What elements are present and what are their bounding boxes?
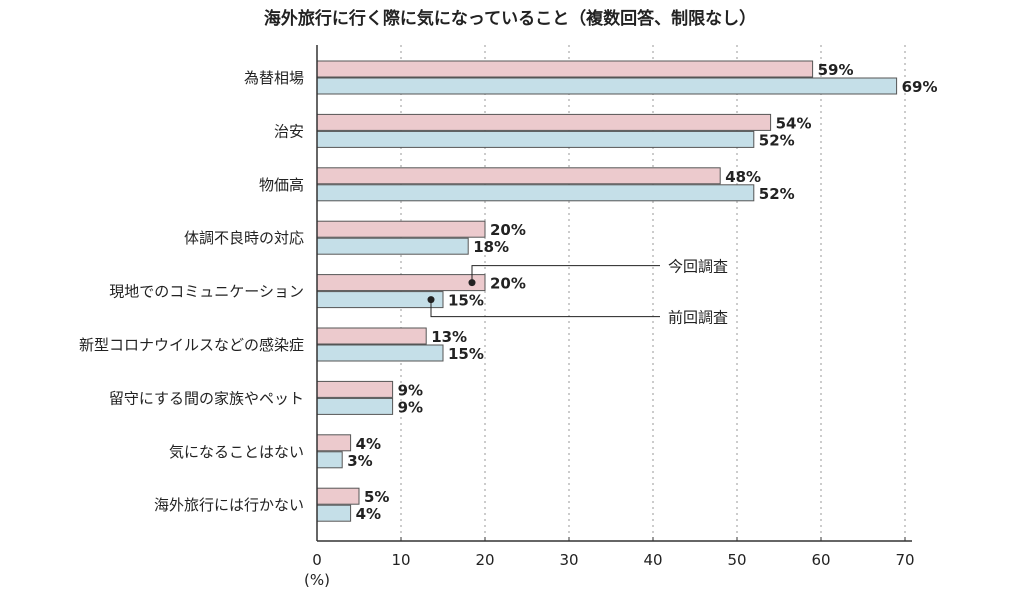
x-tick-label: 30	[559, 551, 578, 569]
bar	[316, 274, 486, 292]
bar	[316, 451, 343, 469]
legend-previous: 前回調査	[668, 309, 728, 327]
data-label: 20%	[490, 275, 526, 293]
bar	[316, 77, 898, 95]
category-label: 為替相場	[244, 69, 304, 87]
category-label: 治安	[274, 122, 304, 140]
legend-leader-current	[471, 265, 660, 283]
data-label: 54%	[776, 114, 812, 132]
x-axis-label: (%)	[304, 571, 330, 589]
bar	[316, 380, 394, 398]
bar	[316, 327, 427, 345]
data-label: 52%	[759, 131, 795, 149]
data-label: 69%	[902, 78, 938, 96]
x-tick-label: 10	[391, 551, 410, 569]
bar	[316, 184, 755, 202]
data-label: 15%	[448, 345, 484, 363]
x-tick-label: 20	[475, 551, 494, 569]
data-label: 9%	[398, 381, 423, 399]
data-label: 5%	[364, 488, 389, 506]
bar	[316, 167, 721, 185]
data-label: 48%	[725, 168, 761, 186]
bar	[316, 344, 444, 362]
x-tick-label: 0	[312, 551, 322, 569]
category-label: 海外旅行には行かない	[154, 496, 304, 514]
data-label: 18%	[473, 238, 509, 256]
category-label: 物価高	[259, 176, 304, 194]
data-label: 3%	[347, 452, 372, 470]
data-label: 9%	[398, 398, 423, 416]
x-tick-label: 60	[811, 551, 830, 569]
data-label: 52%	[759, 185, 795, 203]
bar	[316, 397, 394, 415]
bar	[316, 291, 444, 309]
data-label: 4%	[356, 435, 381, 453]
data-label: 59%	[818, 61, 854, 79]
category-label: 体調不良時の対応	[184, 229, 304, 247]
category-label: 留守にする間の家族やペット	[109, 389, 304, 407]
bar	[316, 504, 352, 522]
bar	[316, 487, 360, 505]
x-tick-label: 40	[643, 551, 662, 569]
category-label: 新型コロナウイルスなどの感染症	[79, 336, 304, 354]
bar	[316, 60, 814, 78]
bar	[316, 220, 486, 238]
bar	[316, 113, 772, 131]
x-tick-label: 70	[895, 551, 914, 569]
category-label: 現地でのコミュニケーション	[109, 283, 304, 301]
bar	[316, 434, 352, 452]
data-label: 15%	[448, 292, 484, 310]
legend-leader-previous	[430, 299, 660, 318]
data-label: 20%	[490, 221, 526, 239]
legend-current: 今回調査	[668, 258, 728, 276]
data-label: 4%	[356, 505, 381, 523]
bar	[316, 130, 755, 148]
chart-title: 海外旅行に行く際に気になっていること（複数回答、制限なし）	[263, 9, 757, 29]
data-label: 13%	[431, 328, 467, 346]
bar	[316, 237, 469, 255]
category-label: 気になることはない	[169, 443, 304, 461]
x-tick-label: 50	[727, 551, 746, 569]
